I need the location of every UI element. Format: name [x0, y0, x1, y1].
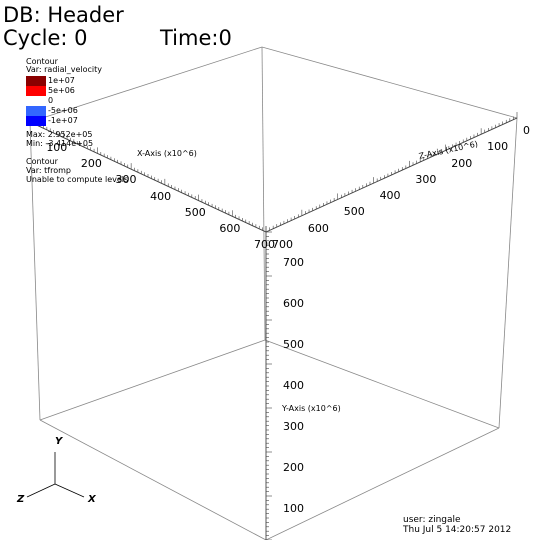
time-label: Time:0: [160, 26, 232, 50]
box-edge-back: [261, 46, 266, 341]
box-edge-bottom-back-right: [264, 339, 500, 429]
y-axis-tick-label: 200: [283, 461, 304, 475]
y-axis-tick-label: 700: [283, 255, 304, 269]
z-axis-tick-label: 400: [379, 189, 401, 203]
y-axis-tick-label: 300: [283, 420, 304, 434]
triad-x-label: X: [88, 494, 96, 505]
box-edge-bottom-right: [265, 427, 500, 540]
legend-level-4: -5e+06: [48, 106, 78, 115]
y-axis-tick-label: 500: [283, 337, 304, 351]
x-axis-tick-label: 700: [254, 238, 275, 251]
legend-variable: Var: radial_velocity: [26, 65, 103, 74]
footer-date: Thu Jul 5 14:20:57 2012: [403, 525, 512, 535]
triad-y-label: Y: [55, 436, 63, 447]
z-axis-tick-label: 200: [451, 156, 473, 170]
legend-min: Min: -3.414e+05: [26, 139, 94, 148]
box-edge-right: [498, 117, 518, 429]
z-axis-tick-label: 0: [523, 124, 530, 137]
x-axis-tick-label: 100: [46, 141, 68, 155]
z-axis-tick-label: 100: [487, 140, 509, 154]
legend-level-1: 1e+07: [48, 76, 75, 85]
legend2-note: Unable to compute levels: [26, 175, 129, 184]
y-axis-tick-label: 400: [283, 379, 304, 392]
cycle-label: Cycle: 0: [3, 26, 88, 50]
z-axis-tick-label: 300: [415, 172, 437, 186]
x-axis-title: X-Axis (x10^6): [137, 149, 197, 158]
legend2-variable: Var: tfromp: [26, 166, 71, 175]
z-axis-tick-label: 700: [272, 238, 293, 251]
y-axis-tick-label: 100: [283, 502, 304, 516]
x-axis-tick-label: 500: [184, 205, 206, 219]
y-axis-tick-label: 600: [283, 296, 304, 310]
database-title: DB: Header: [3, 3, 124, 27]
z-axis-tick-label: 600: [307, 221, 329, 235]
legend-swatch-2: [26, 86, 46, 96]
box-edge-bottom-back-left: [39, 339, 266, 421]
y-axis-title: Y-Axis (x10^6): [282, 404, 341, 413]
box-edge-top-back: [29, 46, 518, 123]
x-axis-tick-label: 400: [150, 189, 172, 203]
footer-user: user: zingale: [403, 515, 461, 525]
legend-level-3: 0: [48, 96, 54, 105]
x-axis-tick-label: 600: [219, 221, 241, 235]
legend-level-5: -1e+07: [48, 116, 78, 125]
x-axis-tick-label: 200: [80, 157, 102, 171]
legend-swatch-5: [26, 116, 46, 126]
box-edge-left: [29, 121, 41, 421]
legend-swatch-1: [26, 76, 46, 86]
z-axis-tick-label: 500: [343, 205, 365, 219]
legend-swatch-3: [26, 96, 46, 106]
legend2-plot-type: Contour: [26, 157, 58, 166]
box-edge-bottom-left: [39, 419, 267, 540]
legend-plot-type: Contour: [26, 57, 58, 66]
orientation-triad: [26, 452, 85, 498]
legend-level-2: 5e+06: [48, 86, 75, 95]
triad-z-label: Z: [17, 494, 25, 505]
legend-swatch-4: [26, 106, 46, 116]
x-axis-tick-label: 300: [115, 173, 137, 187]
legend-max: Max: 2.952e+05: [26, 130, 93, 139]
